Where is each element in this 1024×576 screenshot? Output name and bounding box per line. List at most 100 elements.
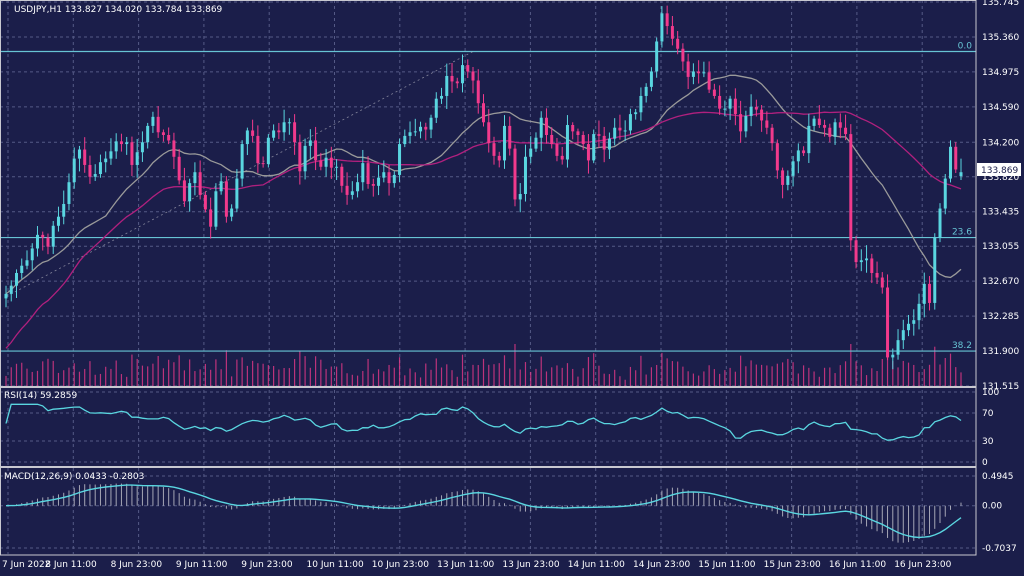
candle-body — [429, 117, 433, 130]
time-tick-label: 9 Jun 23:00 — [241, 560, 293, 570]
candle-body — [30, 248, 34, 261]
price-tick-label: 135.745 — [982, 0, 1019, 8]
time-tick-label: 14 Jun 23:00 — [633, 560, 690, 570]
candle-body — [949, 146, 953, 179]
price-tick-label: 134.590 — [982, 103, 1019, 113]
candle-body — [649, 71, 653, 87]
candle-body — [497, 155, 501, 161]
time-tick-label: 7 Jun 2022 — [2, 560, 50, 570]
candle-body — [366, 163, 370, 185]
candle-body — [817, 118, 821, 126]
candle-body — [901, 330, 905, 341]
time-tick-label: 10 Jun 11:00 — [307, 560, 364, 570]
candle-body — [660, 13, 664, 42]
candle-body — [392, 174, 396, 184]
candle-body — [329, 157, 333, 168]
candle-body — [282, 122, 286, 133]
candle-body — [838, 122, 842, 128]
candle-body — [529, 148, 533, 157]
candle-body — [744, 115, 748, 132]
candle-body — [513, 148, 517, 200]
candle-body — [25, 260, 29, 266]
candle-body — [193, 172, 197, 184]
price-tick-label: 135.360 — [982, 33, 1019, 43]
candle-body — [4, 293, 8, 299]
candle-body — [823, 125, 827, 128]
candle-body — [251, 130, 255, 136]
candle-body — [445, 75, 449, 96]
candle-body — [303, 145, 307, 172]
candle-body — [482, 103, 485, 123]
candle-body — [644, 86, 648, 96]
time-tick-label: 8 Jun 23:00 — [111, 560, 163, 570]
candle-body — [697, 71, 701, 74]
candle-body — [403, 135, 407, 145]
macd-tick-label: 0.4945 — [982, 472, 1014, 482]
candle-body — [571, 125, 575, 132]
candle-body — [775, 143, 779, 171]
time-tick-label: 13 Jun 23:00 — [502, 560, 559, 570]
candle-body — [471, 71, 475, 81]
candle-body — [628, 114, 632, 131]
candle-body — [314, 140, 318, 161]
fib-level-label: 0.0 — [958, 41, 973, 51]
candle-body — [765, 120, 769, 128]
candle-body — [613, 127, 617, 139]
candle-body — [907, 323, 911, 331]
time-tick-label: 15 Jun 23:00 — [764, 560, 821, 570]
candle-body — [77, 149, 81, 159]
candle-body — [728, 98, 732, 109]
candle-body — [14, 272, 18, 286]
candle-body — [240, 144, 244, 179]
candle-body — [592, 134, 596, 161]
candle-body — [508, 125, 512, 149]
candle-body — [754, 106, 758, 110]
candle-body — [308, 140, 312, 146]
candle-body — [424, 126, 428, 130]
candle-body — [272, 130, 276, 138]
candle-body — [796, 150, 800, 162]
candle-body — [340, 166, 344, 186]
price-tick-label: 133.820 — [982, 173, 1019, 183]
candle-body — [618, 127, 622, 131]
rsi-tick-label: 0 — [982, 458, 988, 468]
candle-body — [461, 65, 465, 84]
candle-body — [298, 142, 302, 172]
candle-body — [266, 137, 270, 165]
time-tick-label: 16 Jun 23:00 — [894, 560, 951, 570]
candle-body — [88, 164, 92, 177]
candle-body — [319, 160, 323, 167]
candle-body — [214, 191, 218, 227]
candle-body — [749, 106, 753, 116]
candle-body — [655, 41, 659, 72]
candle-body — [938, 208, 942, 238]
candle-body — [781, 170, 785, 185]
candle-body — [550, 134, 554, 145]
candle-body — [466, 65, 470, 72]
candle-body — [419, 126, 423, 132]
candle-body — [182, 180, 186, 202]
macd-tick-label: 0.00 — [982, 502, 1002, 512]
candle-body — [912, 320, 916, 324]
candle-body — [93, 174, 97, 177]
candle-body — [555, 144, 559, 156]
candle-body — [35, 234, 39, 249]
candle-body — [586, 144, 590, 161]
candle-body — [502, 125, 506, 161]
time-tick-label: 9 Jun 11:00 — [176, 560, 228, 570]
candle-body — [177, 156, 181, 181]
candle-body — [167, 134, 171, 141]
candle-body — [886, 287, 890, 358]
candle-body — [896, 340, 900, 355]
candle-body — [125, 142, 129, 145]
candle-body — [46, 237, 50, 247]
candle-body — [844, 127, 848, 135]
candle-body — [875, 272, 879, 278]
candle-body — [712, 89, 716, 96]
candle-body — [98, 162, 102, 175]
candle-body — [440, 95, 444, 99]
candle-body — [702, 72, 706, 74]
candle-body — [335, 166, 339, 168]
